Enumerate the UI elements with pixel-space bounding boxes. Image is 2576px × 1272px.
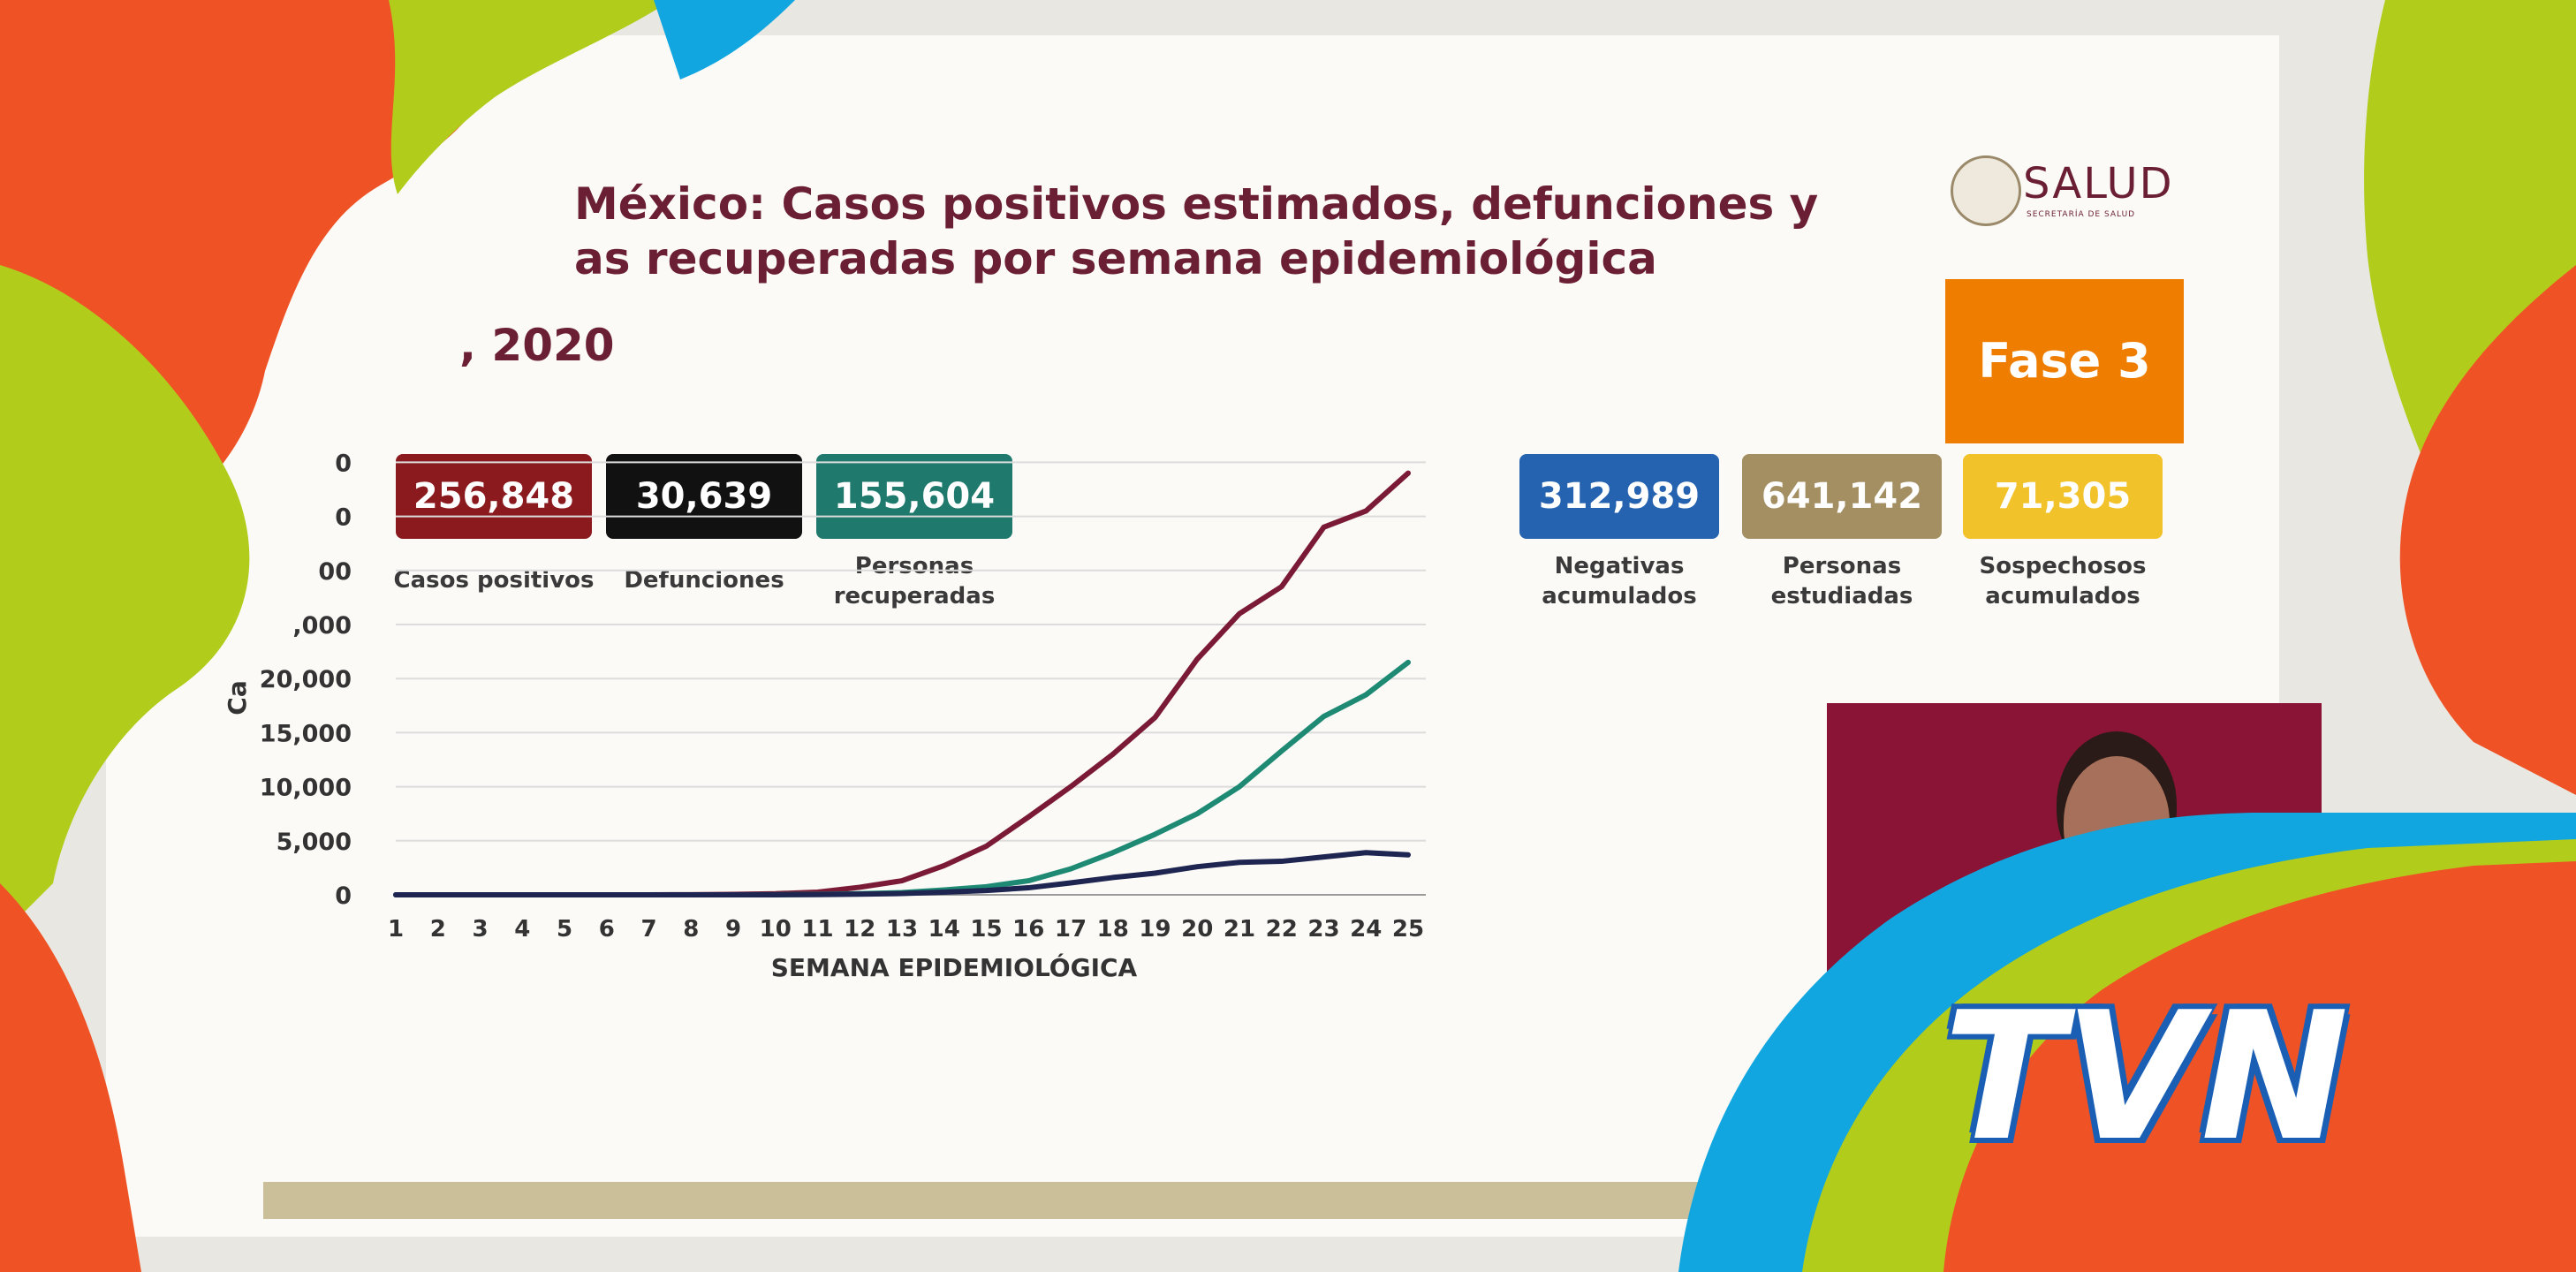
x-tick-label: 6: [599, 916, 615, 943]
label-recuperadas: Personas recuperadas: [833, 553, 996, 610]
y-axis-label: Ca: [223, 680, 252, 715]
x-axis-label: SEMANA EPIDEMIOLÓGICA: [771, 952, 1138, 982]
x-tick-label: 24: [1350, 916, 1382, 943]
y-tick-label: 20,000: [260, 666, 352, 693]
x-tick-label: 4: [514, 916, 530, 943]
y-tick-label: 0: [335, 450, 352, 477]
slide-title: México: Casos positivos estimados, defun…: [574, 178, 1819, 284]
slide-footer-bar: [263, 1182, 1942, 1219]
x-tick-label: 12: [844, 916, 875, 943]
x-tick-label: 16: [1012, 916, 1044, 943]
tvn-logo: TVN: [1943, 974, 2349, 1180]
y-tick-label: 15,000: [260, 720, 352, 747]
x-tick-label: 3: [472, 916, 488, 943]
x-tick-label: 14: [928, 916, 960, 943]
x-tick-label: 2: [430, 916, 446, 943]
slide-date: , 2020: [459, 320, 615, 371]
stat-defunciones: 30,639: [606, 454, 802, 539]
x-tick-label: 17: [1055, 916, 1087, 943]
stat-casos-positivos: 256,848: [396, 454, 592, 539]
green-blob-top: [389, 0, 671, 194]
label-defunciones: Defunciones: [624, 567, 784, 594]
x-tick-label: 19: [1139, 916, 1171, 943]
x-tick-label: 1: [388, 916, 404, 943]
blue-blob-top: [654, 0, 795, 80]
x-tick-label: 7: [640, 916, 656, 943]
salud-logo: [1951, 155, 2021, 226]
x-tick-label: 18: [1097, 916, 1129, 943]
stat-personas-estudiadas: 641,142: [1742, 454, 1942, 539]
label-casos-positivos: Casos positivos: [393, 567, 595, 594]
fase-badge: Fase 3: [1945, 279, 2184, 443]
y-tick-label: 5,000: [277, 829, 352, 856]
salud-logo-subtitle: SECRETARÍA DE SALUD: [2027, 210, 2136, 219]
y-tick-label: ,000: [292, 612, 352, 640]
stat-sospechosos: 71,305: [1963, 454, 2163, 539]
x-tick-label: 25: [1392, 916, 1424, 943]
x-tick-label: 22: [1266, 916, 1298, 943]
x-tick-label: 15: [970, 916, 1002, 943]
series-line-2: [393, 850, 1411, 897]
x-tick-label: 8: [683, 916, 699, 943]
stat-recuperadas: 155,604: [816, 454, 1012, 539]
x-tick-label: 21: [1224, 916, 1255, 943]
label-negativas: Negativas acumulados: [1542, 553, 1697, 610]
y-tick-label: 0: [335, 504, 352, 532]
y-tick-label: 0: [335, 882, 352, 910]
x-tick-label: 11: [801, 916, 833, 943]
x-tick-label: 13: [886, 916, 918, 943]
salud-logo-text: SALUD: [2023, 159, 2174, 208]
x-tick-label: 23: [1307, 916, 1339, 943]
x-tick-label: 9: [725, 916, 741, 943]
orange-blob-left-bottom: [0, 883, 141, 1272]
y-tick-label: 10,000: [260, 775, 352, 802]
x-tick-label: 5: [557, 916, 572, 943]
y-tick-label: 00: [318, 558, 352, 586]
green-blob-left: [0, 265, 250, 936]
label-sospechosos: Sospechosos acumulados: [1979, 553, 2147, 610]
orange-blob-right: [2399, 265, 2576, 795]
orange-blob-bottom-right: [1943, 861, 2576, 1272]
stat-negativas: 312,989: [1519, 454, 1719, 539]
x-tick-label: 20: [1181, 916, 1213, 943]
x-tick-label: 10: [760, 916, 792, 943]
label-personas-estudiadas: Personas estudiadas: [1770, 553, 1913, 610]
